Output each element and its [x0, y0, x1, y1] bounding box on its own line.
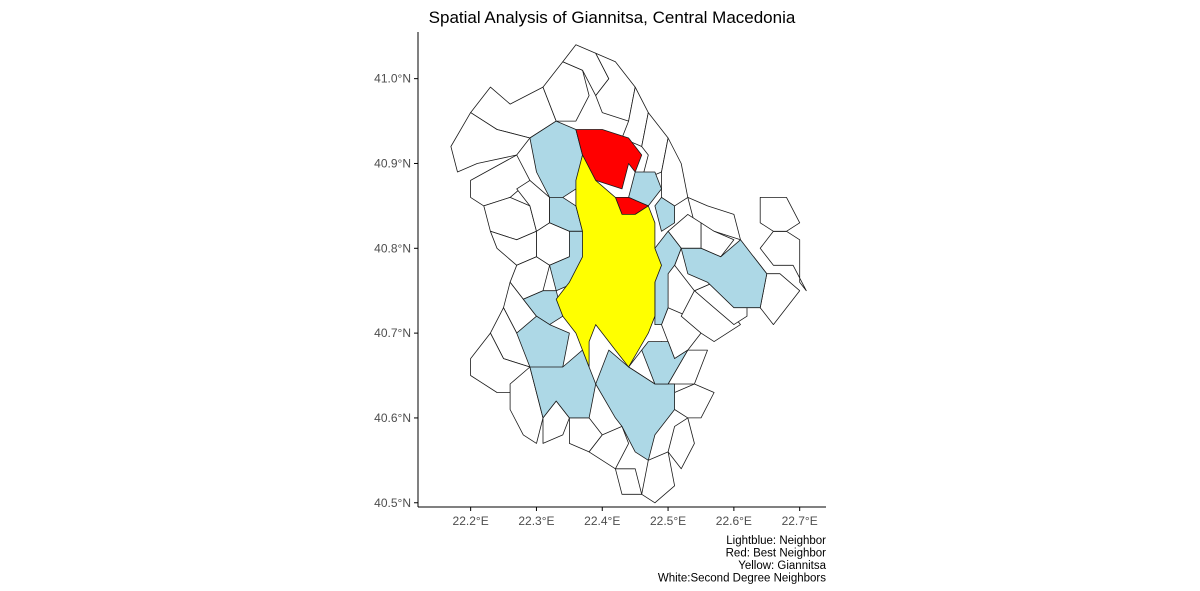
y-tick-label: 40.9°N: [374, 156, 411, 170]
x-axis-ticks: 22.2°E 22.3°E 22.4°E 22.5°E 22.6°E 22.7°E: [453, 507, 818, 528]
x-tick-label: 22.6°E: [716, 514, 752, 528]
region-second-degree-3: [595, 52, 636, 122]
caption-line: Lightblue: Neighbor: [726, 535, 826, 547]
y-tick-label: 40.7°N: [374, 326, 411, 340]
region-second-degree-34: [759, 196, 801, 232]
y-tick-label: 40.8°N: [374, 241, 411, 255]
region-neighbor-45: [641, 341, 689, 385]
region-neighbor-38: [529, 120, 583, 198]
region-second-degree-21: [615, 468, 643, 495]
y-tick-label: 41.0°N: [374, 72, 411, 86]
region-neighbor-43: [529, 349, 597, 419]
x-tick-label: 22.5°E: [650, 514, 686, 528]
region-second-degree-20: [588, 425, 629, 470]
region-second-degree-22: [641, 451, 675, 504]
map-regions: [450, 44, 807, 504]
region-neighbor-49: [654, 196, 675, 232]
region-neighbor-44: [595, 349, 675, 461]
x-tick-label: 22.3°E: [518, 514, 554, 528]
x-tick-label: 22.7°E: [782, 514, 818, 528]
x-tick-label: 22.2°E: [453, 514, 489, 528]
region-second-degree-24: [674, 383, 715, 419]
caption-line: White:Second Degree Neighbors: [658, 573, 826, 585]
caption-line: Yellow: Giannitsa: [738, 560, 826, 572]
caption-line: Red: Best Neighbor: [726, 548, 827, 560]
region-neighbor-48: [628, 171, 662, 207]
x-tick-label: 22.4°E: [584, 514, 620, 528]
y-tick-label: 40.5°N: [374, 496, 411, 510]
y-tick-label: 40.6°N: [374, 411, 411, 425]
map-title: Spatial Analysis of Giannitsa, Central M…: [429, 8, 796, 27]
region-second-degree-23: [667, 417, 695, 470]
y-axis-ticks: 40.5°N 40.6°N 40.7°N 40.8°N 40.9°N 41.0°N: [374, 72, 418, 510]
region-giannitsa-52: [555, 154, 662, 368]
region-second-degree-32: [759, 273, 801, 326]
region-neighbor-47: [680, 239, 768, 309]
region-second-degree-5: [450, 112, 531, 173]
